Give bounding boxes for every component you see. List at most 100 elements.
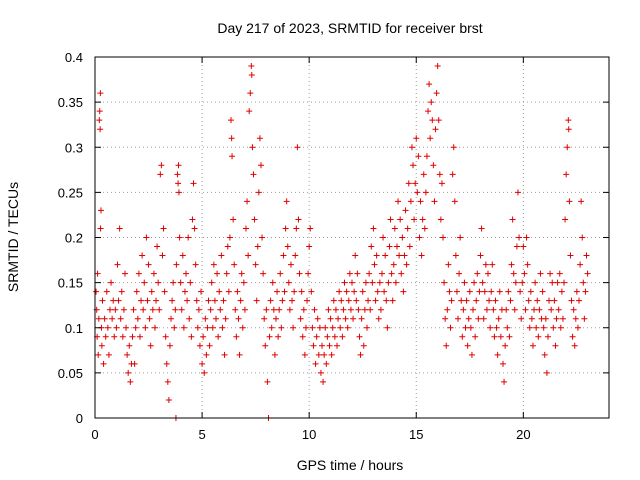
data-point: [536, 306, 543, 313]
data-point: [455, 315, 462, 322]
data-point: [260, 270, 267, 277]
data-point: [276, 306, 283, 313]
data-point: [259, 234, 266, 241]
data-point: [404, 225, 411, 232]
data-point: [517, 288, 524, 295]
data-point: [170, 279, 177, 286]
data-point: [261, 315, 268, 322]
data-point: [139, 252, 146, 259]
data-point: [540, 324, 547, 331]
data-point: [488, 288, 495, 295]
data-point: [519, 279, 526, 286]
data-point: [471, 279, 478, 286]
data-point: [405, 180, 412, 187]
data-point: [215, 333, 222, 340]
data-point: [227, 117, 234, 124]
data-point: [558, 288, 565, 295]
data-point: [131, 360, 138, 367]
data-point: [249, 144, 256, 151]
data-point: [328, 351, 335, 358]
data-point: [490, 306, 497, 313]
data-point: [244, 198, 251, 205]
data-point: [446, 288, 453, 295]
data-point: [115, 297, 122, 304]
data-point: [224, 243, 231, 250]
data-point: [511, 306, 518, 313]
data-point: [387, 216, 394, 223]
data-point: [472, 333, 479, 340]
data-point: [419, 216, 426, 223]
data-point: [279, 297, 286, 304]
data-point: [499, 360, 506, 367]
data-point: [482, 261, 489, 268]
y-tick-label: 0.3: [65, 140, 83, 155]
data-point: [501, 378, 508, 385]
data-point: [201, 369, 208, 376]
data-point: [125, 369, 132, 376]
y-tick-label: 0.1: [65, 321, 83, 336]
data-point: [101, 315, 108, 322]
data-point: [365, 297, 372, 304]
data-point: [562, 216, 569, 223]
data-point: [506, 333, 513, 340]
data-point: [411, 216, 418, 223]
data-point: [275, 333, 282, 340]
data-point: [121, 270, 128, 277]
data-point: [388, 270, 395, 277]
data-point: [526, 324, 533, 331]
data-point: [193, 297, 200, 304]
data-point: [414, 189, 421, 196]
data-point: [473, 297, 480, 304]
data-point: [561, 279, 568, 286]
data-point: [477, 252, 484, 259]
data-point: [426, 81, 433, 88]
data-point: [232, 306, 239, 313]
data-point: [281, 288, 288, 295]
data-point: [554, 279, 561, 286]
data-point: [120, 306, 127, 313]
data-point: [445, 261, 452, 268]
data-point: [169, 297, 176, 304]
data-point: [271, 351, 278, 358]
data-point: [322, 324, 329, 331]
data-point: [251, 216, 258, 223]
data-point: [527, 288, 534, 295]
data-point: [402, 207, 409, 214]
data-point: [296, 270, 303, 277]
data-point: [113, 324, 120, 331]
data-point: [246, 108, 253, 115]
data-point: [433, 90, 440, 97]
data-point: [559, 315, 566, 322]
data-point: [533, 324, 540, 331]
data-point: [367, 306, 374, 313]
data-point: [529, 342, 536, 349]
data-point: [190, 180, 197, 187]
data-point: [253, 297, 260, 304]
data-point: [97, 90, 104, 97]
data-point: [109, 315, 116, 322]
data-point: [382, 252, 389, 259]
data-point: [295, 216, 302, 223]
data-point: [142, 324, 149, 331]
data-points: [93, 63, 591, 421]
data-point: [356, 333, 363, 340]
data-point: [539, 288, 546, 295]
data-point: [317, 369, 324, 376]
data-point: [175, 162, 182, 169]
data-point: [357, 351, 364, 358]
data-point: [205, 297, 212, 304]
data-point: [464, 342, 471, 349]
data-point: [481, 288, 488, 295]
data-point: [100, 360, 107, 367]
data-point: [548, 306, 555, 313]
data-point: [199, 360, 206, 367]
data-point: [521, 270, 528, 277]
data-point: [175, 180, 182, 187]
data-point: [576, 297, 583, 304]
data-point: [406, 243, 413, 250]
data-point: [430, 162, 437, 169]
data-point: [103, 288, 110, 295]
data-point: [497, 333, 504, 340]
data-point: [284, 243, 291, 250]
data-point: [410, 162, 417, 169]
